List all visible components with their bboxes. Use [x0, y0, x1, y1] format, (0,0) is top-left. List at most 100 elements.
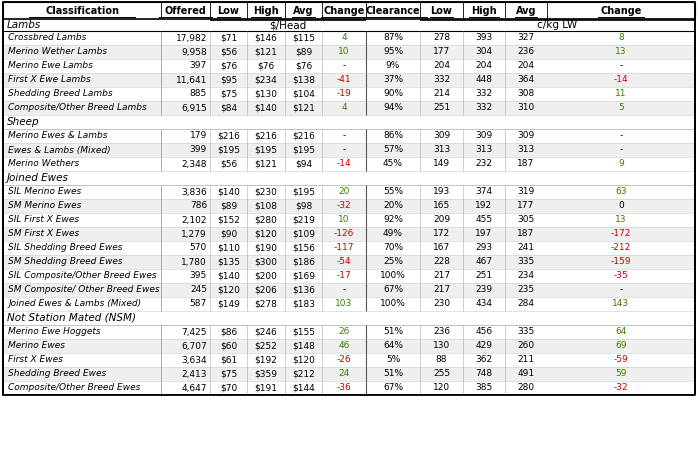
Text: 319: 319: [517, 188, 535, 197]
Text: 45%: 45%: [383, 160, 403, 169]
Text: $140: $140: [217, 188, 240, 197]
Text: $135: $135: [217, 258, 240, 267]
Text: 88: 88: [436, 355, 447, 364]
Text: 187: 187: [517, 160, 535, 169]
Text: 197: 197: [475, 230, 493, 239]
Text: $234: $234: [255, 75, 277, 84]
Text: 57%: 57%: [383, 146, 403, 155]
Text: $186: $186: [292, 258, 315, 267]
Text: 17,982: 17,982: [176, 33, 207, 42]
Bar: [3, 157, 695, 171]
Text: -36: -36: [336, 383, 351, 392]
Text: 455: 455: [475, 216, 493, 225]
Text: 2,102: 2,102: [181, 216, 207, 225]
Text: $155: $155: [292, 327, 315, 336]
Text: 20%: 20%: [383, 202, 403, 211]
Bar: [3, 171, 695, 185]
Bar: [3, 115, 695, 129]
Text: 63: 63: [615, 188, 627, 197]
Text: $200: $200: [255, 272, 277, 281]
Text: 211: 211: [517, 355, 535, 364]
Text: 228: 228: [433, 258, 450, 267]
Text: 10: 10: [339, 47, 350, 56]
Text: 103: 103: [335, 299, 352, 308]
Text: 20: 20: [339, 188, 350, 197]
Bar: [3, 353, 695, 367]
Text: -: -: [343, 61, 346, 70]
Text: 374: 374: [475, 188, 493, 197]
Text: 310: 310: [517, 103, 535, 112]
Text: 193: 193: [433, 188, 450, 197]
Text: 55%: 55%: [383, 188, 403, 197]
Text: 236: 236: [517, 47, 535, 56]
Text: $89: $89: [220, 202, 237, 211]
Text: 64: 64: [616, 327, 627, 336]
Text: $110: $110: [217, 244, 240, 253]
Text: 217: 217: [433, 272, 450, 281]
Text: Avg: Avg: [516, 5, 536, 15]
Text: 395: 395: [190, 272, 207, 281]
Text: 11: 11: [615, 89, 627, 98]
Bar: [3, 367, 695, 381]
Text: $359: $359: [255, 369, 278, 378]
Text: Shedding Breed Ewes: Shedding Breed Ewes: [8, 369, 106, 378]
Text: -117: -117: [334, 244, 355, 253]
Text: 165: 165: [433, 202, 450, 211]
Text: Joined Ewes: Joined Ewes: [7, 173, 69, 183]
Text: $109: $109: [292, 230, 315, 239]
Text: 399: 399: [190, 146, 207, 155]
Text: 4: 4: [341, 33, 347, 42]
Bar: [3, 143, 695, 157]
Text: 10: 10: [339, 216, 350, 225]
Text: 204: 204: [517, 61, 535, 70]
Text: -59: -59: [614, 355, 628, 364]
Text: 204: 204: [475, 61, 493, 70]
Text: Merino Ewes & Lambs: Merino Ewes & Lambs: [8, 132, 107, 141]
Text: $56: $56: [220, 160, 237, 169]
Text: 149: 149: [433, 160, 450, 169]
Text: 0: 0: [618, 202, 624, 211]
Text: Merino Wethers: Merino Wethers: [8, 160, 80, 169]
Text: 885: 885: [190, 89, 207, 98]
Text: 120: 120: [433, 383, 450, 392]
Text: $149: $149: [217, 299, 240, 308]
Text: 37%: 37%: [383, 75, 403, 84]
Text: $216: $216: [255, 132, 277, 141]
Text: $56: $56: [220, 47, 237, 56]
Text: 230: 230: [433, 299, 450, 308]
Text: 177: 177: [433, 47, 450, 56]
Text: $280: $280: [255, 216, 277, 225]
Text: Avg: Avg: [293, 5, 313, 15]
Text: 92%: 92%: [383, 216, 403, 225]
Text: $136: $136: [292, 285, 315, 295]
Text: 51%: 51%: [383, 327, 403, 336]
Text: 209: 209: [433, 216, 450, 225]
Text: 2,413: 2,413: [181, 369, 207, 378]
Text: 587: 587: [190, 299, 207, 308]
Text: 217: 217: [433, 285, 450, 295]
Text: $108: $108: [255, 202, 278, 211]
Text: SM Merino Ewes: SM Merino Ewes: [8, 202, 82, 211]
Text: 13: 13: [615, 47, 627, 56]
Bar: [3, 31, 695, 45]
Text: SIL Merino Ewes: SIL Merino Ewes: [8, 188, 81, 197]
Text: $278: $278: [255, 299, 277, 308]
Text: 94%: 94%: [383, 103, 403, 112]
Text: $104: $104: [292, 89, 315, 98]
Text: -14: -14: [336, 160, 351, 169]
Text: 304: 304: [475, 47, 493, 56]
Text: 100%: 100%: [380, 299, 406, 308]
Text: $216: $216: [292, 132, 315, 141]
Text: 385: 385: [475, 383, 493, 392]
Text: 90%: 90%: [383, 89, 403, 98]
Text: 309: 309: [433, 132, 450, 141]
Text: 67%: 67%: [383, 285, 403, 295]
Text: 313: 313: [475, 146, 493, 155]
Text: $/Head: $/Head: [269, 20, 306, 30]
Text: -32: -32: [614, 383, 628, 392]
Text: $98: $98: [295, 202, 312, 211]
Text: 49%: 49%: [383, 230, 403, 239]
Text: 570: 570: [190, 244, 207, 253]
Bar: [3, 19, 695, 31]
Text: -159: -159: [611, 258, 631, 267]
